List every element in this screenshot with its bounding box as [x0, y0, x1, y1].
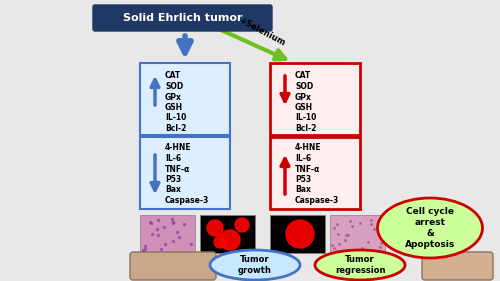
Ellipse shape [378, 198, 482, 258]
FancyBboxPatch shape [270, 215, 325, 253]
FancyBboxPatch shape [422, 252, 493, 280]
Text: GSH: GSH [165, 103, 183, 112]
FancyBboxPatch shape [130, 252, 216, 280]
Ellipse shape [210, 250, 300, 280]
Text: TNF-α: TNF-α [165, 164, 190, 173]
FancyBboxPatch shape [93, 5, 272, 31]
Text: IL-6: IL-6 [165, 154, 181, 163]
Circle shape [235, 218, 249, 232]
Text: Solid Ehrlich tumor: Solid Ehrlich tumor [123, 13, 242, 23]
FancyBboxPatch shape [140, 137, 230, 209]
Text: Caspase-3: Caspase-3 [295, 196, 339, 205]
Circle shape [220, 230, 240, 250]
Circle shape [286, 220, 314, 248]
Text: SOD: SOD [295, 82, 313, 91]
Circle shape [214, 236, 226, 248]
Text: P53: P53 [295, 175, 311, 184]
Ellipse shape [315, 250, 405, 280]
Text: GPx: GPx [295, 92, 312, 101]
Circle shape [207, 220, 223, 236]
Text: 4-HNE: 4-HNE [295, 144, 322, 153]
Text: +Selenium: +Selenium [238, 16, 286, 48]
FancyBboxPatch shape [200, 215, 255, 253]
Text: GSH: GSH [295, 103, 313, 112]
Text: CAT: CAT [165, 71, 181, 80]
Text: GPx: GPx [165, 92, 182, 101]
FancyBboxPatch shape [140, 63, 230, 135]
Text: CAT: CAT [295, 71, 311, 80]
FancyBboxPatch shape [270, 137, 360, 209]
Text: P53: P53 [165, 175, 181, 184]
Text: Bax: Bax [295, 185, 311, 194]
Text: Bcl-2: Bcl-2 [295, 124, 316, 133]
FancyBboxPatch shape [140, 215, 195, 253]
Text: Bcl-2: Bcl-2 [165, 124, 186, 133]
Text: TNF-α: TNF-α [295, 164, 320, 173]
Text: Caspase-3: Caspase-3 [165, 196, 209, 205]
Text: SOD: SOD [165, 82, 183, 91]
FancyBboxPatch shape [330, 215, 385, 253]
Text: Cell cycle
arrest
&
Apoptosis: Cell cycle arrest & Apoptosis [405, 207, 455, 249]
Text: 4-HNE: 4-HNE [165, 144, 192, 153]
Text: Tumor
growth: Tumor growth [238, 255, 272, 275]
Text: IL-6: IL-6 [295, 154, 311, 163]
Text: Bax: Bax [165, 185, 181, 194]
FancyBboxPatch shape [270, 63, 360, 135]
Text: IL-10: IL-10 [295, 114, 316, 123]
Text: IL-10: IL-10 [165, 114, 186, 123]
Text: Tumor
regression: Tumor regression [335, 255, 385, 275]
